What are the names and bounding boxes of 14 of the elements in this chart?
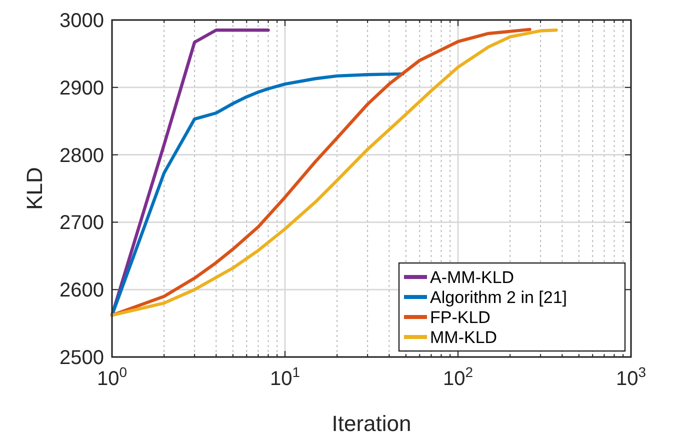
legend-label: A-MM-KLD	[430, 268, 514, 287]
y-tick-label: 2600	[60, 280, 104, 302]
legend-label: Algorithm 2 in [21]	[430, 288, 568, 307]
y-tick-label: 3000	[60, 10, 104, 32]
y-tick-label: 2900	[60, 77, 104, 100]
x-tick-label: 10$^{3}$	[616, 364, 646, 390]
x-tick-label: 10$^{2}$	[442, 364, 474, 390]
y-tick-label: 2700	[60, 212, 104, 234]
x-axis-title: Iteration	[332, 411, 412, 436]
y-axis-title: KLD	[22, 167, 47, 210]
x-tick-label: 10$^{1}$	[270, 364, 300, 390]
legend-label: FP-KLD	[430, 308, 490, 327]
legend-label: MM-KLD	[430, 328, 498, 347]
y-tick-label: 2800	[60, 144, 104, 167]
